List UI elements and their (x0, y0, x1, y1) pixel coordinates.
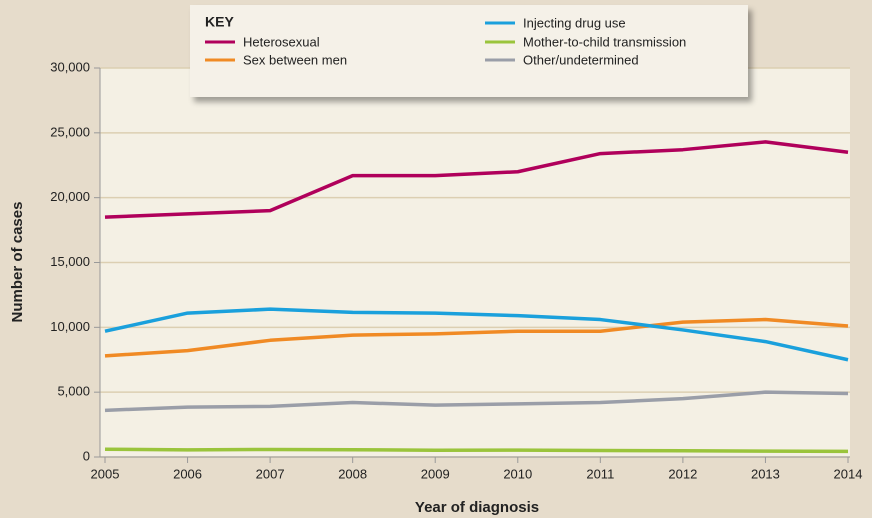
series-line (104, 307, 849, 362)
y-tick-label: 5,000 (57, 384, 90, 399)
series-line (104, 140, 849, 219)
series-line (104, 317, 849, 358)
legend-title: KEY (205, 14, 234, 30)
y-tick-label: 10,000 (50, 319, 90, 334)
x-tick-label: 2007 (256, 466, 285, 481)
y-tick-label: 0 (83, 448, 90, 463)
y-tick-label: 15,000 (50, 254, 90, 269)
legend-label: Other/undetermined (523, 52, 639, 67)
x-tick-label: 2006 (173, 466, 202, 481)
x-tick-label: 2014 (834, 466, 863, 481)
legend-label: Injecting drug use (523, 15, 626, 30)
lines (104, 140, 849, 454)
y-tick-label: 25,000 (50, 124, 90, 139)
x-tick-label: 2011 (586, 466, 614, 481)
x-tick-label: 2008 (338, 466, 367, 481)
legend-label: Mother-to-child transmission (523, 34, 686, 49)
legend: Heterosexual Sex between men Injecting dru… (205, 15, 686, 67)
y-tick-label: 30,000 (50, 59, 90, 74)
legend-label: Heterosexual (243, 34, 320, 49)
y-tick-label: 20,000 (50, 189, 90, 204)
series-line (104, 390, 849, 413)
x-axis-label: Year of diagnosis (415, 499, 539, 516)
x-tick-label: 2010 (503, 466, 532, 481)
x-tick-label: 2005 (91, 466, 120, 481)
series-line (104, 447, 849, 454)
x-tick-label: 2013 (751, 466, 780, 481)
legend-label: Sex between men (243, 52, 347, 67)
x-tick-label: 2012 (668, 466, 697, 481)
x-tick-label: 2009 (421, 466, 450, 481)
legend-box (190, 5, 748, 97)
y-axis-label: Number of cases (9, 202, 26, 323)
